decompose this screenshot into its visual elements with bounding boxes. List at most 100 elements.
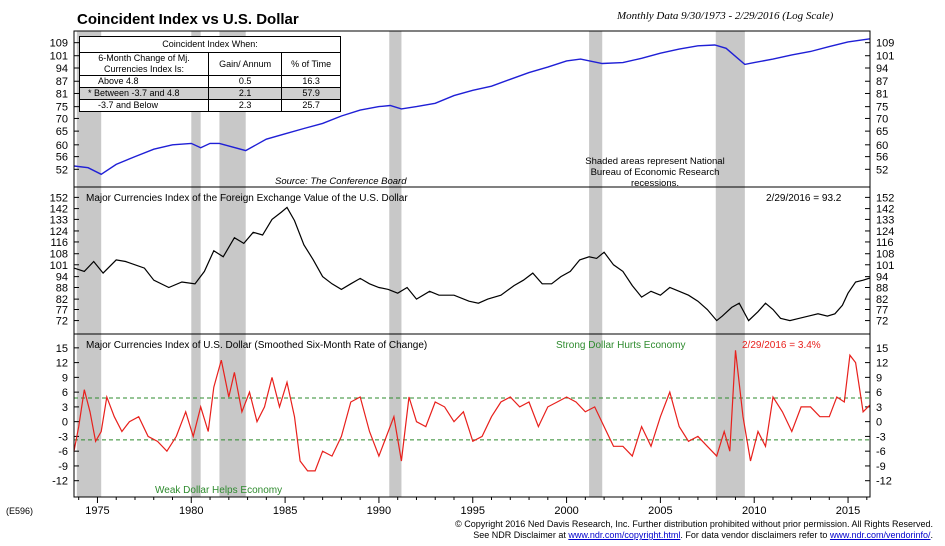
x-tick-label: 1975 <box>85 505 109 517</box>
series-line-2 <box>73 350 871 472</box>
stats-row-pct: 57.9 <box>281 87 341 100</box>
stats-row-label: -3.7 and Below <box>79 99 209 112</box>
y-tick-label: 87 <box>876 76 888 88</box>
disclaimer-line: See NDR Disclaimer at www.ndr.com/copyri… <box>473 530 933 540</box>
disclaimer-text: . For data vendor disclaimers refer to <box>680 530 830 540</box>
y-tick-label: 56 <box>56 152 68 164</box>
stats-row-pct: 25.7 <box>281 99 341 112</box>
y-tick-label: 52 <box>56 164 68 176</box>
y-tick-label: 60 <box>876 140 888 152</box>
x-tick-label: 2010 <box>742 505 766 517</box>
y-tick-label: 70 <box>876 113 888 125</box>
disclaimer-text: . <box>930 530 933 540</box>
y-tick-label: 101 <box>876 260 894 272</box>
y-tick-label: 94 <box>876 63 888 75</box>
y-tick-label: 101 <box>50 260 68 272</box>
y-tick-label: 52 <box>876 164 888 176</box>
strong-dollar-label: Strong Dollar Hurts Economy <box>556 340 686 351</box>
y-tick-label: 9 <box>62 372 68 384</box>
stats-col-pct: % of Time <box>281 52 341 76</box>
source-note: Source: The Conference Board <box>275 176 407 187</box>
y-tick-label: 142 <box>876 204 894 216</box>
stats-row-gain: 0.5 <box>207 75 283 88</box>
x-tick-label: 1990 <box>367 505 391 517</box>
stats-col-condition: 6-Month Change of Mj. Currencies Index I… <box>79 52 209 76</box>
stats-table: Coincident Index When: 6-Month Change of… <box>79 36 341 112</box>
y-tick-label: -6 <box>58 446 68 458</box>
y-tick-label: 133 <box>50 214 68 226</box>
y-tick-label: 94 <box>56 272 68 284</box>
vendor-link[interactable]: www.ndr.com/vendorinfo/ <box>829 530 931 540</box>
y-tick-label: 9 <box>876 372 882 384</box>
y-tick-label: 72 <box>56 316 68 328</box>
chart-title: Coincident Index vs U.S. Dollar <box>77 11 299 28</box>
y-tick-label: 15 <box>876 343 888 355</box>
y-tick-label: 12 <box>876 358 888 370</box>
y-tick-label: 116 <box>876 237 894 249</box>
x-tick-label: 2005 <box>648 505 672 517</box>
stats-col-gain: Gain/ Annum <box>207 52 283 76</box>
panel2-latest: 2/29/2016 = 93.2 <box>766 193 842 204</box>
y-tick-label: -3 <box>876 431 886 443</box>
recession-note: Shaded areas represent National Bureau o… <box>585 156 725 189</box>
stats-row: Above 4.8 0.5 16.3 <box>79 75 341 88</box>
stats-table-title: Coincident Index When: <box>79 36 341 53</box>
y-tick-label: 94 <box>56 63 68 75</box>
y-tick-label: 152 <box>876 192 894 204</box>
y-tick-label: 94 <box>876 272 888 284</box>
y-tick-label: 15 <box>56 343 68 355</box>
y-tick-label: -9 <box>876 461 886 473</box>
y-tick-label: 72 <box>876 316 888 328</box>
y-tick-label: 101 <box>50 51 68 63</box>
x-tick-label: 1985 <box>273 505 297 517</box>
chart-code: (E596) <box>6 506 34 516</box>
y-tick-label: 60 <box>56 140 68 152</box>
y-tick-label: 6 <box>876 387 882 399</box>
y-tick-label: 82 <box>876 294 888 306</box>
y-tick-label: 88 <box>56 282 68 294</box>
y-tick-label: 6 <box>62 387 68 399</box>
y-tick-label: 109 <box>50 38 68 50</box>
y-tick-label: 109 <box>876 38 894 50</box>
y-tick-label: 0 <box>62 417 68 429</box>
recession-band <box>191 31 201 497</box>
x-tick-label: 2000 <box>554 505 578 517</box>
y-tick-label: 88 <box>876 282 888 294</box>
y-tick-label: 142 <box>50 204 68 216</box>
panel3-latest: 2/29/2016 = 3.4% <box>742 340 821 351</box>
y-tick-label: 101 <box>876 51 894 63</box>
y-tick-label: 75 <box>876 102 888 114</box>
y-tick-label: 124 <box>876 226 894 238</box>
y-tick-label: 3 <box>876 402 882 414</box>
y-tick-label: 56 <box>876 152 888 164</box>
recession-band <box>715 31 745 497</box>
panel-frame <box>73 333 871 498</box>
panel2-title: Major Currencies Index of the Foreign Ex… <box>86 193 408 204</box>
stats-row-pct: 16.3 <box>281 75 341 88</box>
y-tick-label: 65 <box>876 126 888 138</box>
series-line-1 <box>73 206 871 322</box>
y-tick-label: 108 <box>50 249 68 261</box>
weak-dollar-label: Weak Dollar Helps Economy <box>155 485 283 496</box>
y-tick-label: 152 <box>50 192 68 204</box>
x-tick-label: 2015 <box>836 505 860 517</box>
y-tick-label: -3 <box>58 431 68 443</box>
series-line-0 <box>73 38 871 176</box>
y-tick-label: 77 <box>876 305 888 317</box>
copyright-link[interactable]: www.ndr.com/copyright.html <box>568 530 681 540</box>
y-tick-label: 3 <box>62 402 68 414</box>
y-tick-label: 81 <box>56 88 68 100</box>
y-tick-label: 81 <box>876 88 888 100</box>
y-tick-label: 108 <box>876 249 894 261</box>
y-tick-label: -12 <box>52 476 68 488</box>
x-tick-label: 1995 <box>461 505 485 517</box>
y-tick-label: 87 <box>56 76 68 88</box>
disclaimer-text: See NDR Disclaimer at <box>473 530 569 540</box>
y-tick-label: 0 <box>876 417 882 429</box>
panel3-title: Major Currencies Index of U.S. Dollar (S… <box>86 340 428 351</box>
y-tick-label: 65 <box>56 126 68 138</box>
x-tick-label: 1980 <box>179 505 203 517</box>
y-tick-label: 124 <box>50 226 68 238</box>
y-tick-label: 12 <box>56 358 68 370</box>
